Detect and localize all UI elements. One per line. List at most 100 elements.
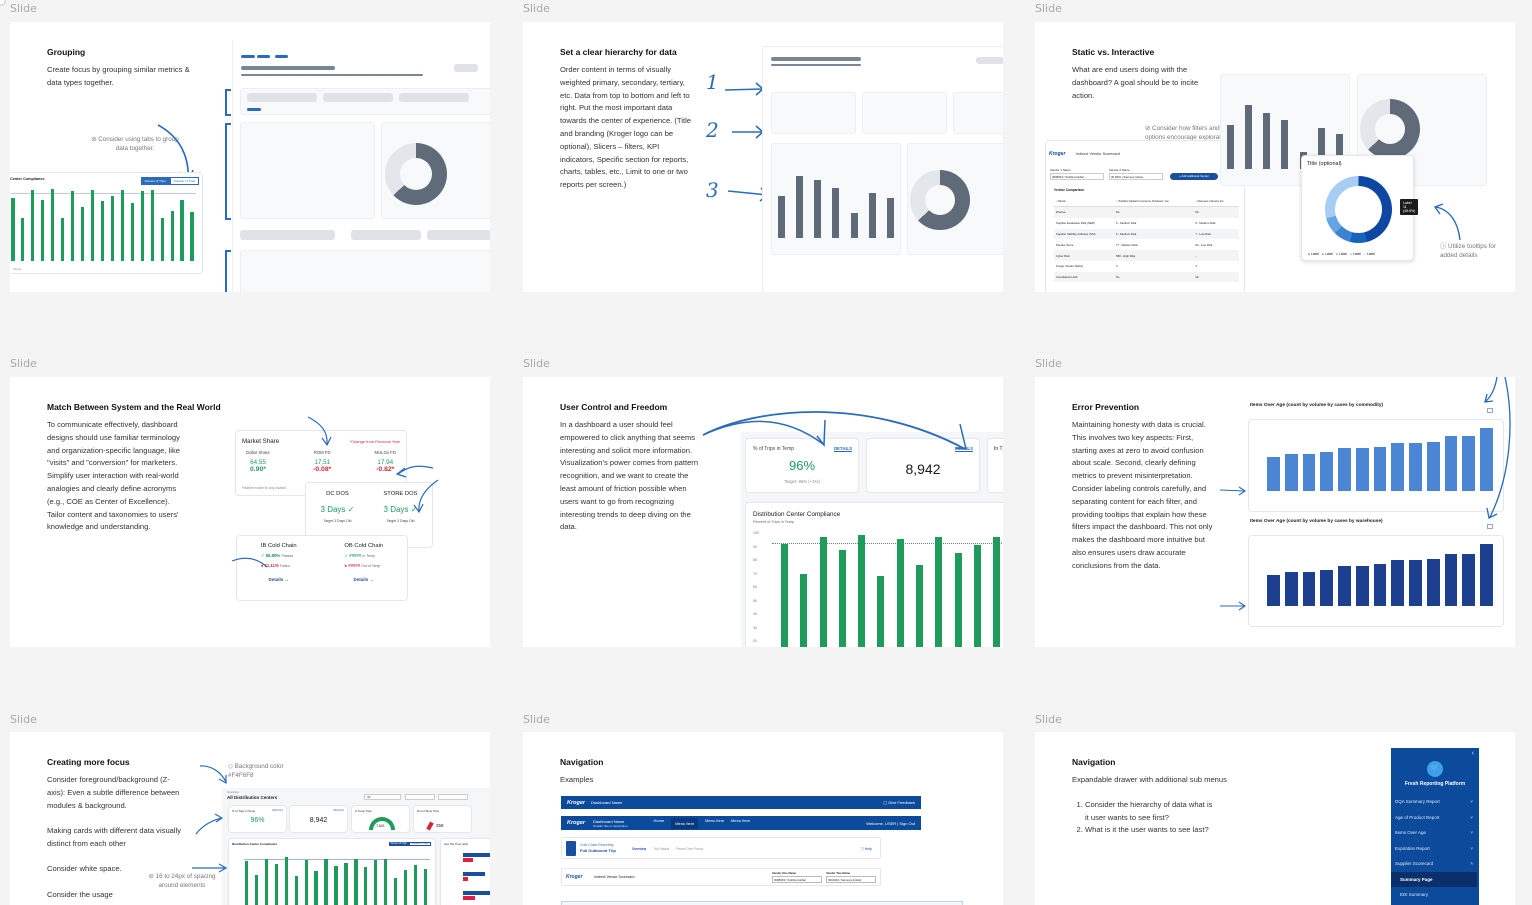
kroger-logo[interactable]: Kroger	[567, 820, 586, 826]
tip-note-text: Consider using tabs to group data togeth…	[98, 136, 179, 152]
slide-static-interactive[interactable]: Static vs. Interactive What are end user…	[1035, 22, 1515, 292]
slide-creating-focus[interactable]: Creating more focus Consider foreground/…	[10, 732, 490, 905]
slide-hierarchy[interactable]: Set a clear hierarchy for data Order con…	[523, 22, 1003, 292]
subtitle-placeholder	[771, 64, 861, 66]
nav-tab[interactable]: Period Over Period	[676, 847, 704, 851]
bar	[170, 210, 174, 261]
table-cell: No	[1116, 275, 1120, 280]
tip-note-text: Background color #F4F6F8	[228, 763, 284, 779]
considerations-list: Consider the hierarchy of data what is i…	[1085, 799, 1215, 837]
bar	[364, 867, 368, 905]
dropdown[interactable]	[399, 93, 469, 102]
table-cell: 580 - High Risk	[1116, 253, 1136, 258]
slide-navigation-drawer[interactable]: Navigation Expandable drawer with additi…	[1035, 732, 1515, 905]
pill-group[interactable]	[240, 230, 335, 240]
slide-title: Navigation	[1072, 757, 1116, 767]
dropdown[interactable]	[247, 93, 317, 102]
chevron-icon: ˄	[1470, 861, 1473, 867]
slide-error-prevention[interactable]: Error Prevention Maintaining honesty wit…	[1035, 377, 1515, 647]
kpi-card	[953, 92, 1003, 134]
drawer-sub-item[interactable]: Summary Page	[1391, 871, 1477, 887]
slide-user-control[interactable]: User Control and Freedom In a dashboard …	[523, 377, 1003, 647]
vendor2-select[interactable]: 3010031 | Siemens Industr	[826, 876, 876, 883]
drawer-item[interactable]: DQA Summary Report ˅	[1391, 794, 1477, 810]
add-vendor-button[interactable]: + Add Additional Vendor	[1170, 173, 1218, 180]
dropdown[interactable]	[351, 230, 421, 240]
tab-number[interactable]: Number of Trips	[408, 842, 431, 846]
details-link[interactable]: Details →	[268, 577, 290, 582]
target-line	[772, 543, 1003, 544]
bar-series	[778, 176, 894, 238]
table-icon[interactable]	[1487, 408, 1493, 413]
details-link[interactable]: DETAILS	[833, 446, 852, 451]
slide-match-real-world[interactable]: Match Between System and the Real World …	[10, 377, 490, 647]
drawer-item[interactable]: Supplier Scorecard ˄	[1391, 856, 1477, 872]
slide-grouping[interactable]: Grouping Create focus by grouping simila…	[10, 22, 490, 292]
nav-menu-item[interactable]: Menu Item	[671, 817, 699, 829]
nav-tab[interactable]: Trip Details	[653, 847, 670, 851]
kroger-logo[interactable]: Kroger	[567, 799, 586, 806]
drawer-item[interactable]: Expiration Report ˅	[1391, 841, 1477, 857]
tab-percent[interactable]: Percent of Trips	[388, 842, 409, 846]
kpi-value: 7,601	[376, 824, 385, 828]
vendor1-select[interactable]: 3098943 | Toshiba Global ...	[1050, 173, 1104, 180]
app-name: Full Outbound Trip	[580, 848, 616, 853]
dropdown[interactable]	[427, 230, 490, 240]
date-end[interactable]	[438, 794, 468, 800]
bar	[1373, 446, 1387, 491]
slide-label: Slide	[10, 2, 37, 15]
tooltip-label: Label	[1403, 201, 1412, 205]
column-header[interactable]: ↓ Metric	[1054, 196, 1115, 207]
drawer-sub-item[interactable]: EDI Summary	[1400, 892, 1429, 898]
table-icon[interactable]	[1487, 524, 1493, 529]
details-link[interactable]: DETAILS	[272, 809, 283, 812]
vendor1-label: Vendor One Name	[772, 871, 797, 875]
vendor2-select[interactable]: 30 9931 | Siemens Indust...	[1109, 173, 1163, 180]
drawer-item[interactable]: Age of Product Report ˅	[1391, 810, 1477, 826]
tip-note-text: 16 to 24px of spacing around elements	[155, 873, 216, 889]
nav-tab[interactable]: Overview	[632, 847, 647, 851]
bar	[850, 212, 858, 238]
collapse-icon[interactable]: ‹	[1471, 750, 1474, 757]
column-header[interactable]: ↓ Siemens Industry Inc.	[1193, 196, 1239, 207]
kpi-card-trips-in-temp: % of Trips in Temp DETAILS 96% Target: 9…	[745, 438, 859, 493]
table-title: Vendor Comparison	[1054, 188, 1085, 192]
drawer-item[interactable]: Items Over Age ˅	[1391, 825, 1477, 841]
bar	[1245, 105, 1253, 169]
nav-menu-item[interactable]: Home	[653, 817, 665, 823]
bar	[463, 891, 490, 895]
feedback-button[interactable]: ▢ Give Feedback	[883, 800, 915, 805]
nav-menu-item[interactable]: Menu Item	[705, 817, 725, 823]
table-cell: 77 - Medium Risk	[1116, 242, 1138, 247]
donut-chart[interactable]	[1325, 176, 1392, 243]
details-link[interactable]: Details →	[353, 577, 375, 582]
date-start[interactable]	[405, 794, 435, 800]
dropdown[interactable]	[323, 93, 393, 102]
kpi-card-gauge: Out of Temp Trips 358	[413, 805, 472, 833]
kroger-logo[interactable]: Kroger	[566, 874, 583, 880]
target-line	[244, 859, 430, 860]
dashboard-name: Dashboard Name	[591, 800, 623, 805]
button-placeholder[interactable]	[454, 64, 478, 72]
button-placeholder[interactable]	[976, 57, 1003, 64]
filter-select[interactable]: All	[364, 794, 401, 800]
help-link[interactable]: ⓘ Help	[860, 847, 872, 851]
slide-navigation-examples[interactable]: Navigation Examples Kroger Dashboard Name…	[523, 732, 1003, 905]
nav-menu-item[interactable]: Menu Item	[731, 817, 750, 823]
column-header[interactable]: ↓ Toshiba Global Commerce Solutions, Inc…	[1114, 196, 1194, 207]
gauge	[426, 821, 434, 831]
vendor1-select[interactable]: 3098943 | Toshiba Global	[772, 876, 822, 883]
slide-title: Set a clear hierarchy for data	[560, 47, 677, 57]
bar	[935, 536, 943, 647]
bar	[294, 875, 298, 905]
tab-percent[interactable]: Percent of Trips	[140, 177, 170, 185]
kpi-target: Target: 95% (+1%)	[784, 479, 820, 484]
tab-number[interactable]: Number of Trips	[169, 177, 199, 185]
details-link[interactable]: DETAILS	[333, 809, 344, 812]
welcome-signout[interactable]: Welcome, USER | Sign Out	[866, 820, 915, 826]
marker-1: 1	[706, 70, 719, 94]
dashboard-title: All Distribution Centers	[227, 795, 278, 800]
chart-tabs: Percent of Trips Number of Trips	[140, 177, 199, 185]
bar	[1317, 128, 1325, 169]
tip-note-text: Utilize tooltips for added details	[1440, 243, 1496, 259]
